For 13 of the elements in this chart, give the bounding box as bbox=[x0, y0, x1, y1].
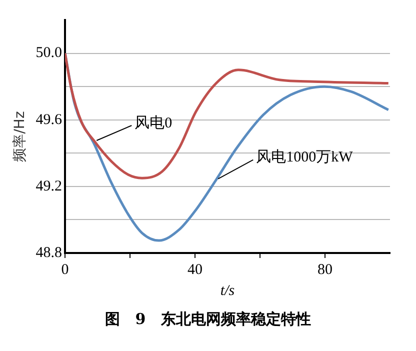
y-tick-label: 48.8 bbox=[36, 244, 62, 261]
y-tick-label: 49.2 bbox=[36, 178, 62, 194]
x-tick-label: 40 bbox=[188, 262, 203, 278]
x-tick-label: 0 bbox=[61, 262, 69, 278]
text: 图 9 东北电网频率稳定特性 bbox=[104, 310, 312, 329]
x-axis-title: t/s bbox=[220, 282, 235, 299]
y-tick-label: 50.0 bbox=[36, 45, 62, 62]
series-label: 风电0 bbox=[134, 114, 172, 132]
y-tick-label: 49.6 bbox=[36, 112, 63, 128]
x-tick-label: 80 bbox=[318, 262, 333, 278]
line-series bbox=[65, 52, 390, 180]
series-label: 风电1000万kW bbox=[256, 148, 354, 166]
y-axis-title: 频率/Hz bbox=[12, 111, 28, 162]
